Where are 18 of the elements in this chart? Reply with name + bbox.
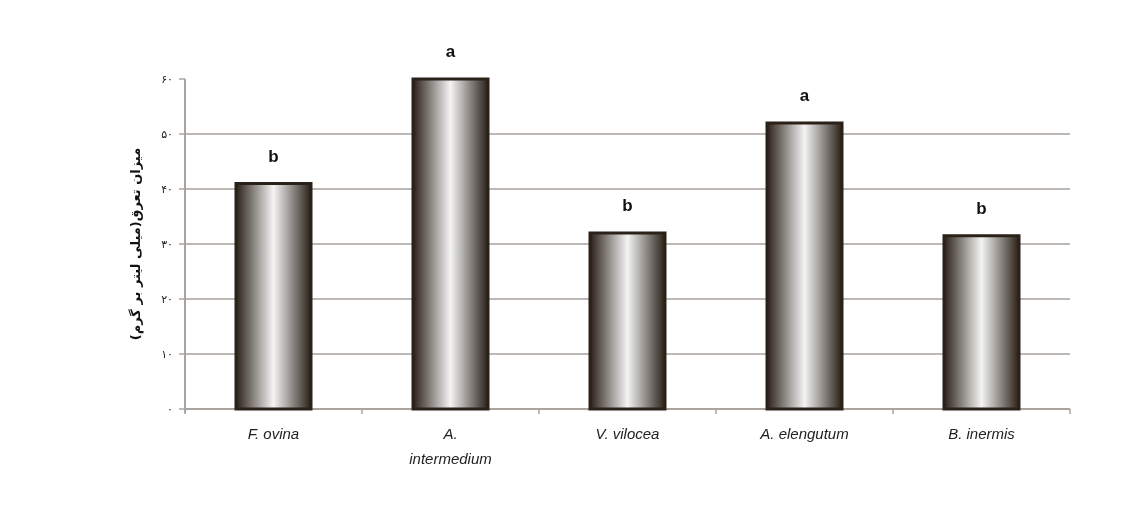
annotation: b xyxy=(976,198,987,218)
x-tick-label: F. ovina xyxy=(247,425,300,442)
annotation: b xyxy=(622,196,633,215)
y-axis-title: میزان تعرق(میلی لیتر بر گرم) xyxy=(128,147,144,341)
x-tick-label: B. inermis xyxy=(948,425,1016,442)
y-tick-label: ۵۰ xyxy=(161,128,173,141)
x-tick-label: A. elengutum xyxy=(759,425,849,442)
x-tick-label: A. intermedium xyxy=(409,425,492,467)
y-tick-label: ۰ xyxy=(167,403,173,416)
y-tick-label: ۱۰ xyxy=(161,348,173,361)
x-tick-label: V. vilocea xyxy=(595,425,660,442)
annotation: a xyxy=(445,42,456,61)
y-tick-label: ۲۰ xyxy=(161,293,173,306)
y-tick-label: ۳۰ xyxy=(161,238,173,251)
annotation: b xyxy=(268,146,279,166)
annotation: a xyxy=(799,86,810,105)
y-tick-label: ۴۰ xyxy=(161,183,173,196)
y-tick-label: ۶۰ xyxy=(161,73,173,86)
